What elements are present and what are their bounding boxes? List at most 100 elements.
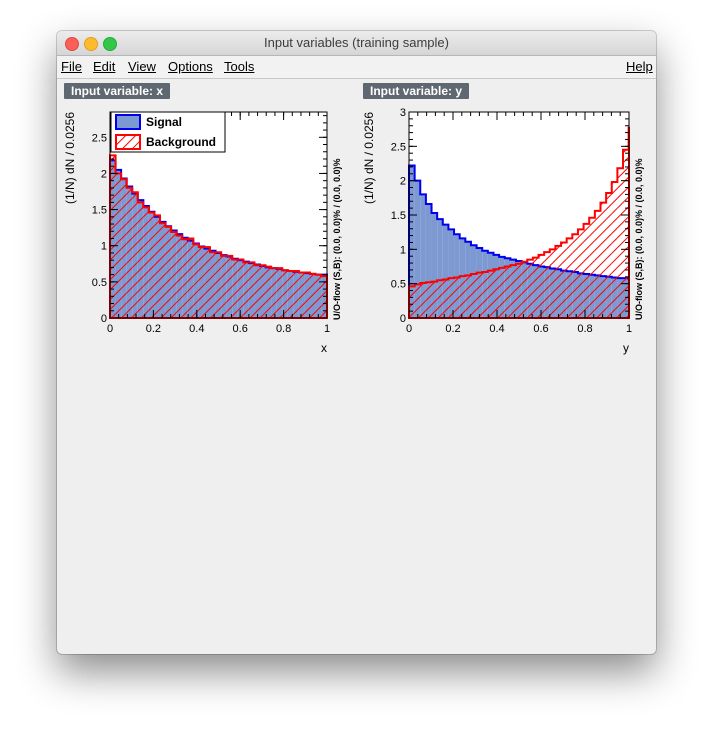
background-bin (271, 268, 277, 318)
background-bin (606, 193, 612, 318)
zoom-window-button[interactable] (103, 37, 117, 51)
menu-tools[interactable]: Tools (224, 59, 255, 74)
background-bin (287, 271, 294, 318)
background-bin (549, 249, 556, 318)
y-tick-label: 0.5 (391, 279, 406, 291)
background-bin (237, 259, 244, 318)
signal-bin (442, 224, 449, 318)
menu-view[interactable]: View (128, 59, 156, 74)
x-axis-label: x (321, 341, 327, 355)
background-bin (215, 252, 222, 318)
background-bin (126, 187, 133, 318)
minimize-window-button[interactable] (84, 37, 98, 51)
background-bin (482, 271, 488, 318)
x-tick-label: 0.2 (445, 323, 460, 335)
panel-label-y: Input variable: y (363, 83, 470, 99)
signal-bin (409, 165, 415, 318)
close-window-button[interactable] (65, 37, 79, 51)
background-bin (414, 284, 421, 318)
signal-bin (448, 229, 455, 318)
app-window: Input variables (training sample) File E… (57, 31, 656, 654)
background-bin (409, 286, 415, 318)
background-bin (561, 242, 567, 318)
x-tick-label: 0 (107, 323, 113, 335)
histogram-y: 0 0.2 0.4 0.6 0.8 1 0 0.5 1 1.5 2 2.5 3 y (1/N) dN / 0… (362, 107, 644, 355)
background-bin (623, 149, 629, 318)
menu-file[interactable]: File (61, 59, 82, 74)
background-bin (159, 223, 166, 318)
signal-bin (425, 204, 432, 318)
background-bin (470, 274, 477, 318)
background-bin (209, 252, 216, 318)
background-bin (499, 267, 505, 318)
legend-signal-label: Signal (146, 115, 182, 129)
background-bin (232, 259, 238, 318)
background-bin (293, 271, 299, 318)
y-axis-label: (1/N) dN / 0.0256 (362, 112, 376, 204)
y-tick-label: 1 (101, 241, 107, 253)
background-bin (298, 272, 305, 318)
background-bin (521, 261, 528, 318)
background-bin (198, 247, 205, 318)
background-bin (321, 276, 327, 318)
x-tick-label: 0.4 (489, 323, 504, 335)
background-bin (487, 270, 494, 318)
background-bin (589, 217, 595, 318)
background-bin (309, 273, 316, 318)
background-bin (448, 278, 455, 318)
background-bin (165, 226, 172, 318)
y-tick-label: 1.5 (92, 205, 107, 217)
y-tick-label: 1.5 (391, 210, 406, 222)
background-bin (538, 254, 545, 318)
window-title: Input variables (training sample) (264, 35, 449, 50)
background-bin (171, 231, 177, 318)
background-bin (221, 255, 227, 318)
histogram-x: 0 0.2 0.4 0.6 0.8 1 0 0.5 1 1.5 2 2.5 x (1/N) dN / 0.… (63, 111, 342, 355)
background-bin (282, 270, 288, 318)
background-bin (516, 263, 522, 318)
menu-edit[interactable]: Edit (93, 59, 116, 74)
background-bin (577, 229, 584, 318)
background-bin (304, 272, 310, 318)
background-outline (408, 126, 630, 319)
background-bin (315, 274, 322, 318)
background-bin (154, 215, 160, 318)
histogram-canvas: 0 0.2 0.4 0.6 0.8 1 0 0.5 1 1.5 2 2.5 x (1/N) dN / 0.… (63, 107, 644, 355)
background-bin (254, 265, 260, 318)
menu-help[interactable]: Help (626, 59, 653, 74)
background-bin (110, 155, 116, 318)
x-tick-label: 0.6 (233, 323, 248, 335)
background-bin (527, 259, 533, 318)
background-bin (276, 268, 283, 318)
menu-bar: File Edit View Options Tools Help (57, 56, 656, 79)
background-bin (176, 235, 183, 318)
y-tick-label: 2 (400, 176, 406, 188)
background-bin (132, 192, 138, 318)
x-tick-label: 0 (406, 323, 412, 335)
background-bin (259, 265, 266, 318)
legend-background-swatch (115, 134, 141, 150)
background-bin (594, 210, 601, 318)
background-bin (148, 212, 155, 318)
x-tick-label: 0.8 (577, 323, 592, 335)
background-bin (115, 173, 122, 318)
background-bin (143, 207, 149, 318)
background-bin (504, 266, 511, 318)
background-outline (109, 154, 328, 319)
y-axis-label: (1/N) dN / 0.0256 (63, 112, 77, 204)
legend-background-label: Background (146, 135, 216, 149)
background-bin (182, 239, 188, 318)
background-bin (454, 277, 460, 318)
background-bin (566, 238, 573, 318)
overflow-label: U/O-flow (S,B): (0.0, 0.0)% / (0.0, 0.0)… (634, 158, 644, 320)
legend-signal-swatch (115, 114, 141, 130)
menu-options[interactable]: Options (168, 59, 213, 74)
y-tick-label: 0.5 (92, 277, 107, 289)
background-bin (121, 179, 127, 318)
title-bar[interactable]: Input variables (training sample) (57, 31, 656, 56)
background-bin (420, 282, 426, 318)
x-tick-label: 0.2 (146, 323, 161, 335)
background-bin (555, 245, 562, 318)
x-axis-label: y (623, 341, 629, 355)
x-tick-label: 0.8 (276, 323, 291, 335)
